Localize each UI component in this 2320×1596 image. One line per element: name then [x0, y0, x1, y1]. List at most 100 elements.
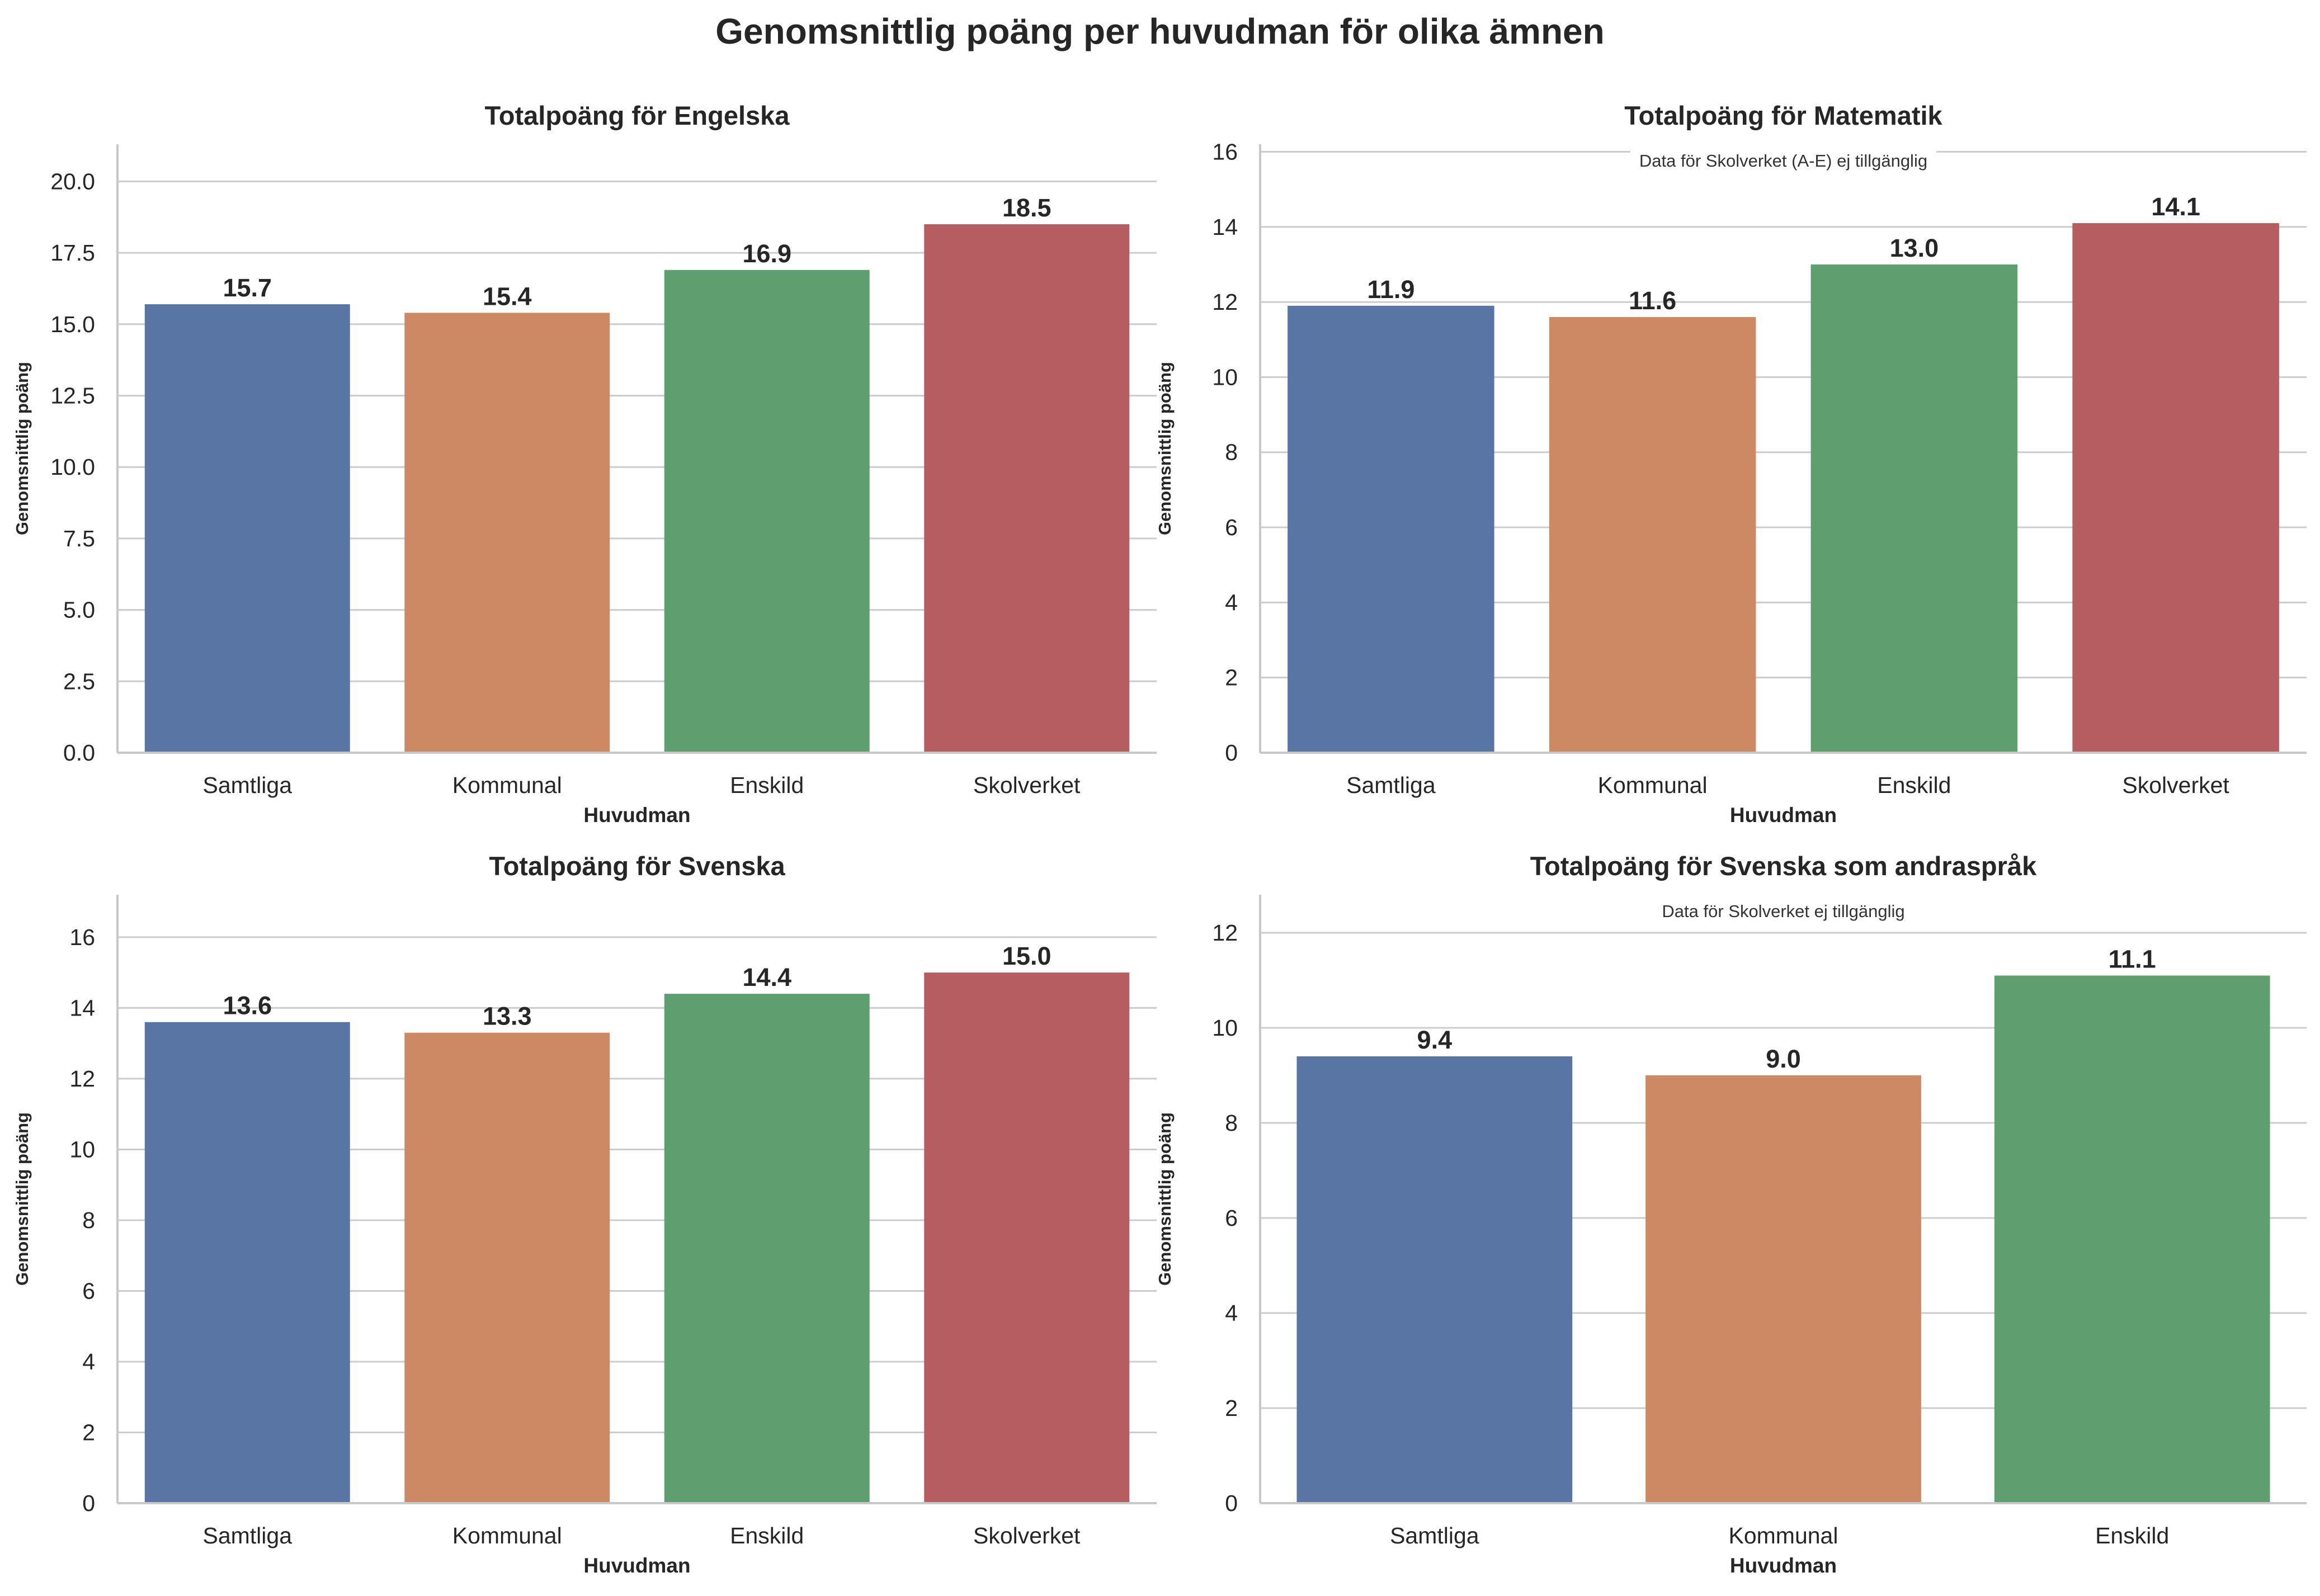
- y-tick-label: 8: [1225, 440, 1238, 465]
- x-tick-label: Kommunal: [452, 772, 562, 798]
- x-tick-label: Samtliga: [202, 1523, 292, 1548]
- y-tick-label: 6: [82, 1278, 95, 1304]
- bar-value-label: 11.1: [2109, 945, 2156, 974]
- bar-value-label: 11.6: [1629, 286, 1676, 315]
- annotation: Data för Skolverket ej tillgänglig: [1653, 897, 1914, 926]
- bar-value-label: 9.4: [1417, 1026, 1453, 1054]
- x-tick-label: Skolverket: [973, 1523, 1081, 1548]
- bar-samtliga: [1288, 305, 1494, 753]
- bar-value-label: 11.9: [1367, 275, 1414, 304]
- bar-enskild: [664, 270, 870, 753]
- y-axis-label: Genomsnittlig poäng: [1155, 362, 1175, 535]
- y-tick-label: 12.5: [50, 383, 95, 409]
- y-tick-label: 2: [1225, 665, 1238, 691]
- y-tick-label: 8: [82, 1207, 95, 1233]
- y-tick-label: 12: [1212, 920, 1238, 946]
- chart-panel-4: 0 2 4 6 8 10 12 Samtliga Kommunal Enskild 9.4 9.0 11…: [1155, 851, 2307, 1577]
- bar-kommunal: [404, 313, 610, 753]
- bar-value-label: 13.3: [483, 1002, 532, 1031]
- y-tick-label: 14: [1212, 214, 1238, 240]
- bar-enskild: [664, 994, 870, 1503]
- bar-enskild: [1810, 264, 2018, 753]
- y-tick-label: 16: [69, 924, 95, 950]
- x-tick-label: Enskild: [1877, 772, 1951, 798]
- y-tick-label: 4: [1225, 589, 1238, 615]
- y-tick-label: 17.5: [50, 240, 95, 266]
- x-axis-label: Huvudman: [1730, 804, 1837, 827]
- bar-skolverket: [2072, 223, 2279, 753]
- bar-kommunal: [1645, 1075, 1921, 1503]
- y-tick-label: 6: [1225, 514, 1238, 540]
- y-axis-label: Genomsnittlig poäng: [1155, 1112, 1175, 1286]
- bar-value-label: 14.4: [742, 963, 791, 991]
- y-tick-label: 15.0: [50, 311, 95, 337]
- y-tick-label: 8: [1225, 1110, 1238, 1136]
- x-tick-label: Enskild: [730, 772, 804, 798]
- x-tick-label: Enskild: [730, 1523, 804, 1548]
- bar-value-label: 14.1: [2151, 192, 2200, 221]
- bar-samtliga: [144, 304, 350, 753]
- y-tick-label: 10: [69, 1136, 95, 1162]
- y-tick-label: 4: [82, 1349, 95, 1375]
- bar-value-label: 18.5: [1002, 193, 1051, 222]
- y-tick-label: 0: [1225, 740, 1238, 766]
- y-tick-label: 5.0: [63, 597, 95, 623]
- bar-value-label: 15.4: [483, 282, 532, 310]
- x-tick-label: Kommunal: [1729, 1523, 1838, 1548]
- panel-title: Totalpoäng för Svenska som andraspråk: [1530, 851, 2037, 881]
- annotation: Data för Skolverket (A-E) ej tillgänglig: [1630, 147, 1937, 175]
- bar-value-label: 15.0: [1002, 942, 1051, 970]
- figure-title: Genomsnittlig poäng per huvudman för oli…: [715, 11, 1604, 51]
- chart-panel-3: 0 2 4 6 8 10 12 14 16 Samtliga Kommunal Enskild Skol…: [12, 851, 1157, 1577]
- y-tick-label: 0: [1225, 1490, 1238, 1516]
- y-tick-label: 10.0: [50, 454, 95, 480]
- annotation-box: [1653, 897, 1914, 926]
- x-axis-label: Huvudman: [583, 1554, 690, 1577]
- y-tick-label: 10: [1212, 364, 1238, 390]
- bar-kommunal: [404, 1032, 610, 1503]
- panel-title: Totalpoäng för Svenska: [489, 851, 785, 881]
- bar-value-label: 9.0: [1766, 1045, 1801, 1073]
- y-tick-label: 0: [82, 1490, 95, 1516]
- y-tick-label: 7.5: [63, 526, 95, 551]
- x-tick-label: Kommunal: [452, 1523, 562, 1548]
- bar-samtliga: [144, 1022, 350, 1503]
- bar-value-label: 16.9: [742, 239, 791, 268]
- annotation-text: Data för Skolverket ej tillgänglig: [1662, 901, 1904, 921]
- x-tick-label: Skolverket: [973, 772, 1081, 798]
- y-tick-label: 2: [1225, 1395, 1238, 1421]
- x-axis-label: Huvudman: [1730, 1554, 1837, 1577]
- y-tick-label: 12: [1212, 289, 1238, 315]
- panel-title: Totalpoäng för Engelska: [485, 101, 790, 130]
- y-tick-label: 6: [1225, 1205, 1238, 1231]
- bar-value-label: 13.0: [1890, 234, 1939, 262]
- bar-enskild: [1994, 975, 2270, 1503]
- x-tick-label: Skolverket: [2122, 772, 2229, 798]
- x-tick-label: Samtliga: [1346, 772, 1436, 798]
- chart-panel-1: 0.0 2.5 5.0 7.5 10.0 12.5 15.0 17.5 20.0 Samtliga…: [12, 101, 1157, 827]
- bar-kommunal: [1549, 317, 1756, 753]
- y-tick-label: 16: [1212, 139, 1238, 164]
- bar-value-label: 13.6: [223, 991, 272, 1020]
- y-tick-label: 20.0: [50, 168, 95, 194]
- panel-title: Totalpoäng för Matematik: [1624, 101, 1942, 130]
- x-tick-label: Kommunal: [1598, 772, 1708, 798]
- y-tick-label: 0.0: [63, 740, 95, 766]
- y-tick-label: 2: [82, 1419, 95, 1445]
- bar-skolverket: [924, 224, 1130, 753]
- bar-value-label: 15.7: [223, 273, 272, 302]
- x-tick-label: Samtliga: [202, 772, 292, 798]
- bar-skolverket: [924, 972, 1130, 1503]
- y-tick-label: 4: [1225, 1300, 1238, 1326]
- y-tick-label: 14: [69, 995, 95, 1021]
- x-axis-label: Huvudman: [583, 804, 690, 827]
- bar-samtliga: [1296, 1056, 1573, 1503]
- x-tick-label: Samtliga: [1390, 1523, 1479, 1548]
- annotation-box: [1630, 147, 1937, 175]
- y-tick-label: 2.5: [63, 668, 95, 694]
- x-tick-label: Enskild: [2095, 1523, 2169, 1548]
- chart-panels: 0.0 2.5 5.0 7.5 10.0 12.5 15.0 17.5 20.0 Samtliga…: [12, 101, 2307, 1577]
- y-tick-label: 10: [1212, 1015, 1238, 1041]
- annotation-text: Data för Skolverket (A-E) ej tillgänglig: [1639, 151, 1927, 171]
